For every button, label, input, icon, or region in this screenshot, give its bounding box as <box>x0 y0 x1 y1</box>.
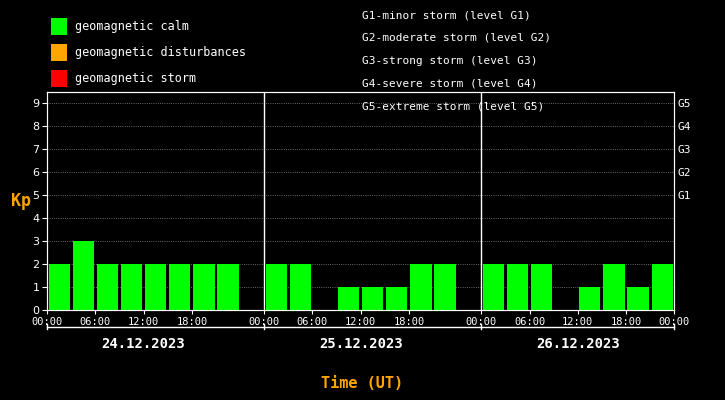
Text: G4-severe storm (level G4): G4-severe storm (level G4) <box>362 78 538 88</box>
Text: geomagnetic disturbances: geomagnetic disturbances <box>75 46 246 59</box>
Text: G1-minor storm (level G1): G1-minor storm (level G1) <box>362 10 531 20</box>
Bar <box>410 264 431 310</box>
Bar <box>386 287 407 310</box>
Bar <box>194 264 215 310</box>
Bar <box>218 264 239 310</box>
Bar <box>121 264 142 310</box>
Bar <box>145 264 166 310</box>
Bar <box>338 287 360 310</box>
Bar <box>362 287 384 310</box>
Bar <box>49 264 70 310</box>
Bar <box>169 264 191 310</box>
Bar <box>265 264 287 310</box>
Bar <box>72 241 94 310</box>
Text: 24.12.2023: 24.12.2023 <box>102 337 186 351</box>
Bar <box>434 264 456 310</box>
Text: G3-strong storm (level G3): G3-strong storm (level G3) <box>362 56 538 66</box>
Bar <box>290 264 311 310</box>
Text: G5-extreme storm (level G5): G5-extreme storm (level G5) <box>362 101 544 111</box>
Bar <box>507 264 528 310</box>
Text: geomagnetic storm: geomagnetic storm <box>75 72 196 85</box>
Text: 26.12.2023: 26.12.2023 <box>536 337 620 351</box>
Bar <box>627 287 649 310</box>
Text: G2-moderate storm (level G2): G2-moderate storm (level G2) <box>362 33 552 43</box>
Bar <box>483 264 504 310</box>
Text: 25.12.2023: 25.12.2023 <box>319 337 402 351</box>
Bar <box>579 287 600 310</box>
Bar <box>531 264 552 310</box>
Bar <box>603 264 624 310</box>
Text: Time (UT): Time (UT) <box>321 376 404 391</box>
Bar <box>652 264 673 310</box>
Text: geomagnetic calm: geomagnetic calm <box>75 20 189 33</box>
Bar <box>97 264 118 310</box>
Y-axis label: Kp: Kp <box>12 192 31 210</box>
